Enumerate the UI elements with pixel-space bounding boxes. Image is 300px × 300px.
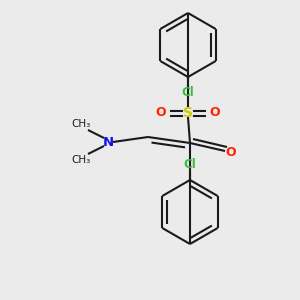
Text: S: S — [183, 106, 193, 120]
Text: O: O — [226, 146, 236, 160]
Text: O: O — [210, 106, 220, 119]
Text: CH₃: CH₃ — [71, 119, 91, 129]
Text: Cl: Cl — [182, 86, 194, 100]
Text: O: O — [156, 106, 166, 119]
Text: CH₃: CH₃ — [71, 155, 91, 165]
Text: N: N — [102, 136, 114, 148]
Text: Cl: Cl — [184, 158, 196, 172]
